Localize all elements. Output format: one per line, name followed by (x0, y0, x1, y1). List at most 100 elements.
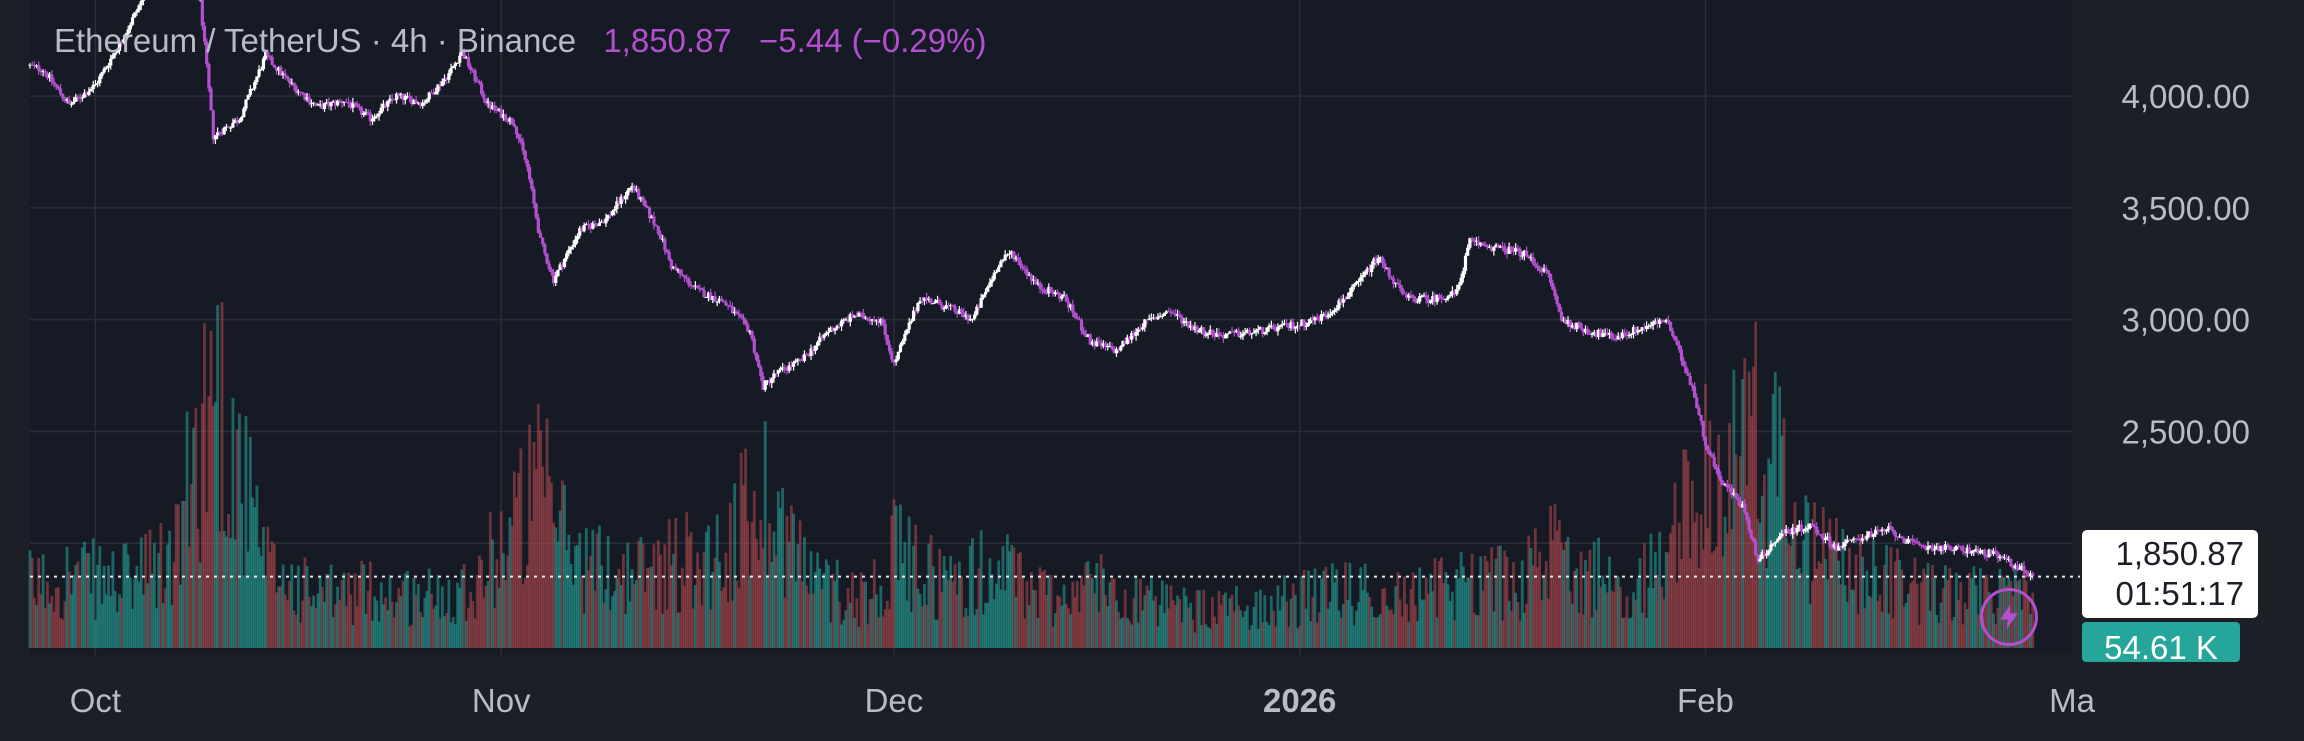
candle-body (1610, 333, 1613, 338)
candle-body (973, 315, 976, 319)
candle-body (1547, 270, 1550, 274)
candle-body (229, 128, 232, 129)
candle-body (415, 100, 418, 103)
candle-body (255, 76, 258, 82)
candle-body (1538, 268, 1541, 271)
candle-body (72, 102, 75, 104)
candle-body (1669, 322, 1672, 331)
candle-body (1169, 312, 1172, 313)
candle-body (329, 102, 332, 106)
candle-body (1787, 529, 1790, 531)
candle-body (823, 335, 826, 338)
candle-body (1774, 542, 1777, 544)
candle-body (428, 92, 431, 99)
candle-body (665, 250, 668, 252)
candle-body (1828, 537, 1831, 547)
candle-body (1889, 526, 1892, 529)
candle-body (1841, 546, 1844, 547)
candle-body (1686, 373, 1689, 376)
candle-body (742, 317, 745, 320)
candle-body (1536, 266, 1539, 268)
candle-body (380, 108, 383, 114)
candle-body (1331, 312, 1334, 314)
lightning-bolt-icon (1994, 602, 2024, 632)
candle-body (1455, 289, 1458, 294)
candle-body (1401, 288, 1404, 293)
candle-body (1933, 549, 1936, 550)
candle-body (1364, 272, 1367, 275)
candle-body (1521, 256, 1524, 257)
candle-body (1518, 249, 1521, 256)
candle-body (1551, 283, 1554, 289)
candle-body (513, 124, 516, 126)
candle-body (1649, 325, 1652, 326)
candle-body (1357, 281, 1360, 282)
candle-body (55, 84, 58, 87)
candle-body (535, 204, 538, 218)
symbol-title[interactable]: Ethereum / TetherUS · 4h · Binance (54, 22, 576, 59)
candle-body (1691, 385, 1694, 386)
candle-body (943, 308, 946, 309)
candle-body (663, 239, 666, 250)
candle-body (1905, 543, 1908, 544)
candle-body (1558, 304, 1561, 312)
candle-body (626, 190, 629, 195)
candle-body (1346, 297, 1349, 299)
candle-body (1824, 538, 1827, 540)
candle-body (903, 334, 906, 341)
candle-body (1693, 386, 1696, 397)
candle-body (1920, 545, 1923, 546)
candle-body (1667, 320, 1670, 322)
candle-body (644, 201, 647, 207)
candle-body (1503, 246, 1506, 252)
candle-body (929, 299, 932, 304)
candle-body (1361, 275, 1364, 277)
candle-body (1892, 530, 1895, 532)
candle-body (98, 76, 101, 83)
candle-body (705, 297, 708, 298)
quick-action-button[interactable] (1980, 588, 2038, 646)
y-tick-label: 4,000.00 (2122, 78, 2250, 115)
x-tick-label: Feb (1677, 682, 1734, 719)
candle-body (565, 253, 568, 259)
candle-body (1911, 539, 1914, 541)
candle-body (1148, 319, 1151, 320)
candle-body (1684, 366, 1687, 373)
candle-body (1281, 324, 1284, 325)
candle-body (997, 267, 1000, 272)
candle-body (391, 99, 394, 100)
candle-body (757, 360, 760, 367)
candle-body (356, 104, 359, 106)
candle-body (1110, 346, 1113, 349)
candle-body (44, 71, 47, 73)
candle-body (142, 0, 145, 1)
candle-body (1623, 332, 1626, 334)
candle-body (1071, 305, 1074, 313)
candle-body (1534, 264, 1537, 266)
candle-body (1850, 540, 1853, 541)
candle-body (908, 323, 911, 330)
candle-body (1713, 457, 1716, 467)
candle-body (137, 5, 140, 10)
candle-body (386, 101, 389, 107)
candle-body (2025, 571, 2028, 574)
candle-body (897, 352, 900, 360)
candle-body (805, 354, 808, 355)
candle-body (1305, 326, 1308, 327)
candle-body (1802, 530, 1805, 531)
candle-body (301, 92, 304, 93)
candle-body (1440, 297, 1443, 298)
candle-body (1628, 335, 1631, 336)
candle-body (866, 318, 869, 321)
candle-body (1953, 550, 1956, 551)
candle-body (543, 244, 546, 253)
candle-body (1065, 295, 1068, 302)
candle-body (1553, 289, 1556, 296)
candle-body (539, 233, 542, 238)
candle-body (1076, 318, 1079, 319)
candle-body (700, 288, 703, 290)
candle-body (1872, 534, 1875, 536)
candle-body (683, 275, 686, 277)
